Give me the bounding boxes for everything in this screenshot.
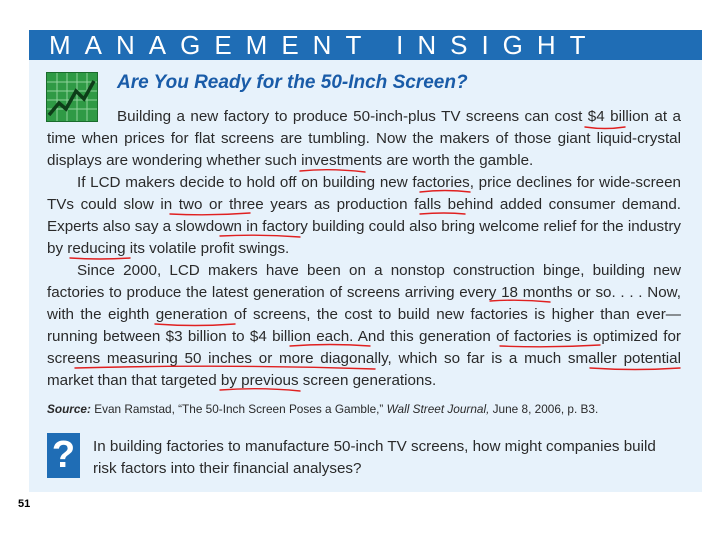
page-number: 51 <box>18 498 31 510</box>
article-heading: Are You Ready for the 50-Inch Screen? <box>117 72 468 93</box>
question-mark-icon: ? <box>47 433 80 478</box>
banner-title: MANAGEMENT INSIGHT <box>29 30 702 60</box>
insight-box <box>29 60 702 492</box>
article-paragraph-2: If LCD makers decide to hold off on buil… <box>47 174 681 257</box>
stock-chart-icon <box>46 72 98 122</box>
source-citation: Source: Evan Ramstad, “The 50-Inch Scree… <box>47 401 687 417</box>
source-label: Source: <box>47 402 91 416</box>
article-paragraph-1: Building a new factory to produce 50-inc… <box>47 108 681 169</box>
discussion-question: In building factories to manufacture 50-… <box>93 438 656 477</box>
source-publication: Wall Street Journal, <box>386 402 490 416</box>
article-paragraph-3: Since 2000, LCD makers have been on a no… <box>47 262 681 389</box>
source-text: Evan Ramstad, “The 50-Inch Screen Poses … <box>94 402 384 416</box>
source-date: June 8, 2006, p. B3. <box>492 402 599 416</box>
